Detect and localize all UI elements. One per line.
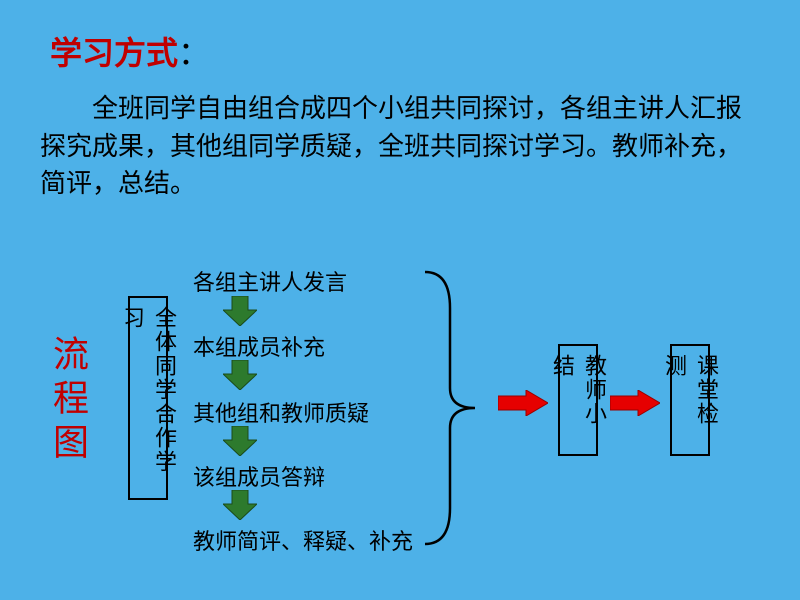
- step-5: 教师简评、释疑、补充: [193, 524, 413, 556]
- page-title: 学习方式：: [50, 28, 210, 74]
- box-teacher-summary: 教师小结: [558, 344, 598, 456]
- box-cooperative-learning: 全体同学合作学习: [128, 296, 168, 500]
- description-paragraph: 全班同学自由组合成四个小组共同探讨，各组主讲人汇报探究成果，其他组同学质疑，全班…: [40, 90, 760, 203]
- step-3: 其他组和教师质疑: [193, 396, 369, 428]
- step-4: 该组成员答辩: [193, 460, 325, 492]
- box1-text: 全体同学合作学习: [116, 306, 180, 490]
- flowchart-label: 流程图: [42, 335, 94, 467]
- right-arrow-icon: [498, 390, 548, 421]
- down-arrow-icon: [223, 426, 257, 461]
- step-1: 各组主讲人发言: [193, 265, 347, 297]
- down-arrow-icon: [223, 490, 257, 525]
- curly-brace-icon: [420, 268, 480, 553]
- title-text: 学习方式: [50, 35, 178, 71]
- down-arrow-icon: [223, 296, 257, 331]
- step-2: 本组成员补充: [193, 330, 325, 362]
- down-arrow-icon: [223, 360, 257, 395]
- right-arrow-icon: [610, 390, 660, 421]
- box-class-test: 课堂检测: [670, 344, 710, 456]
- box2-text: 教师小结: [546, 354, 610, 446]
- box3-text: 课堂检测: [658, 354, 722, 446]
- title-colon: ：: [178, 35, 210, 71]
